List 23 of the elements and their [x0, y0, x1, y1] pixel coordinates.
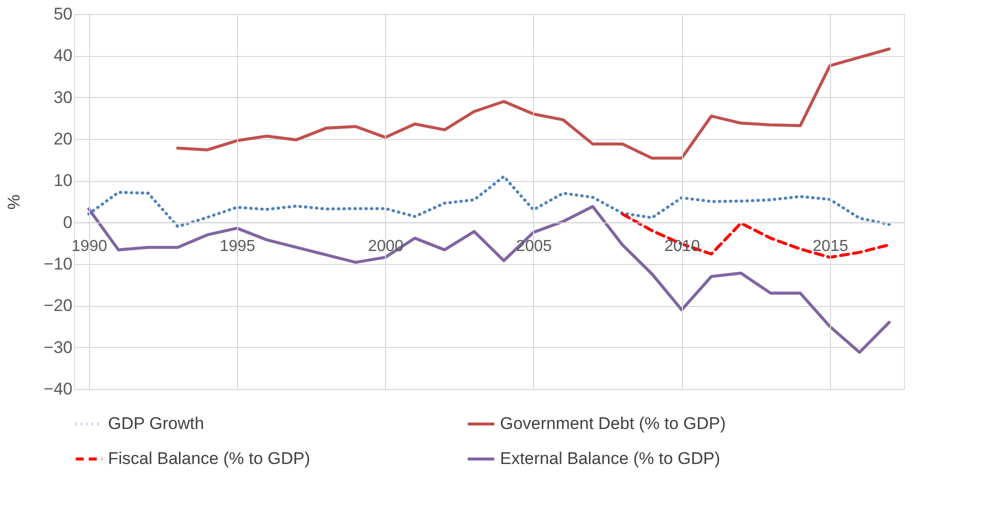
- y-tick-label: 0: [63, 212, 72, 232]
- legend-label: Government Debt (% to GDP): [500, 414, 726, 433]
- y-tick-label: −30: [44, 338, 72, 357]
- x-tick-label: 2015: [812, 238, 848, 255]
- y-tick-label: 50: [54, 4, 72, 24]
- y-tick-label: 10: [54, 171, 72, 190]
- y-tick-label: 30: [54, 88, 72, 107]
- x-tick-label: 1990: [72, 238, 108, 255]
- line-series: [176, 48, 891, 160]
- legend-label: Fiscal Balance (% to GDP): [108, 449, 310, 468]
- x-tick-label: 2000: [368, 238, 404, 255]
- line-series: [620, 212, 891, 259]
- y-tick-label: −40: [44, 380, 72, 398]
- legend-label: GDP Growth: [108, 414, 204, 433]
- y-tick-label: −10: [44, 254, 72, 274]
- line-series: [87, 175, 891, 228]
- x-tick-label: 1995: [220, 238, 256, 255]
- y-tick-label: 20: [54, 130, 72, 148]
- y-axis-title: %: [4, 194, 24, 210]
- y-tick-label: −20: [44, 296, 72, 316]
- y-tick-label: 40: [54, 46, 72, 66]
- x-tick-label: 2005: [516, 238, 552, 255]
- legend-label: External Balance (% to GDP): [500, 449, 720, 468]
